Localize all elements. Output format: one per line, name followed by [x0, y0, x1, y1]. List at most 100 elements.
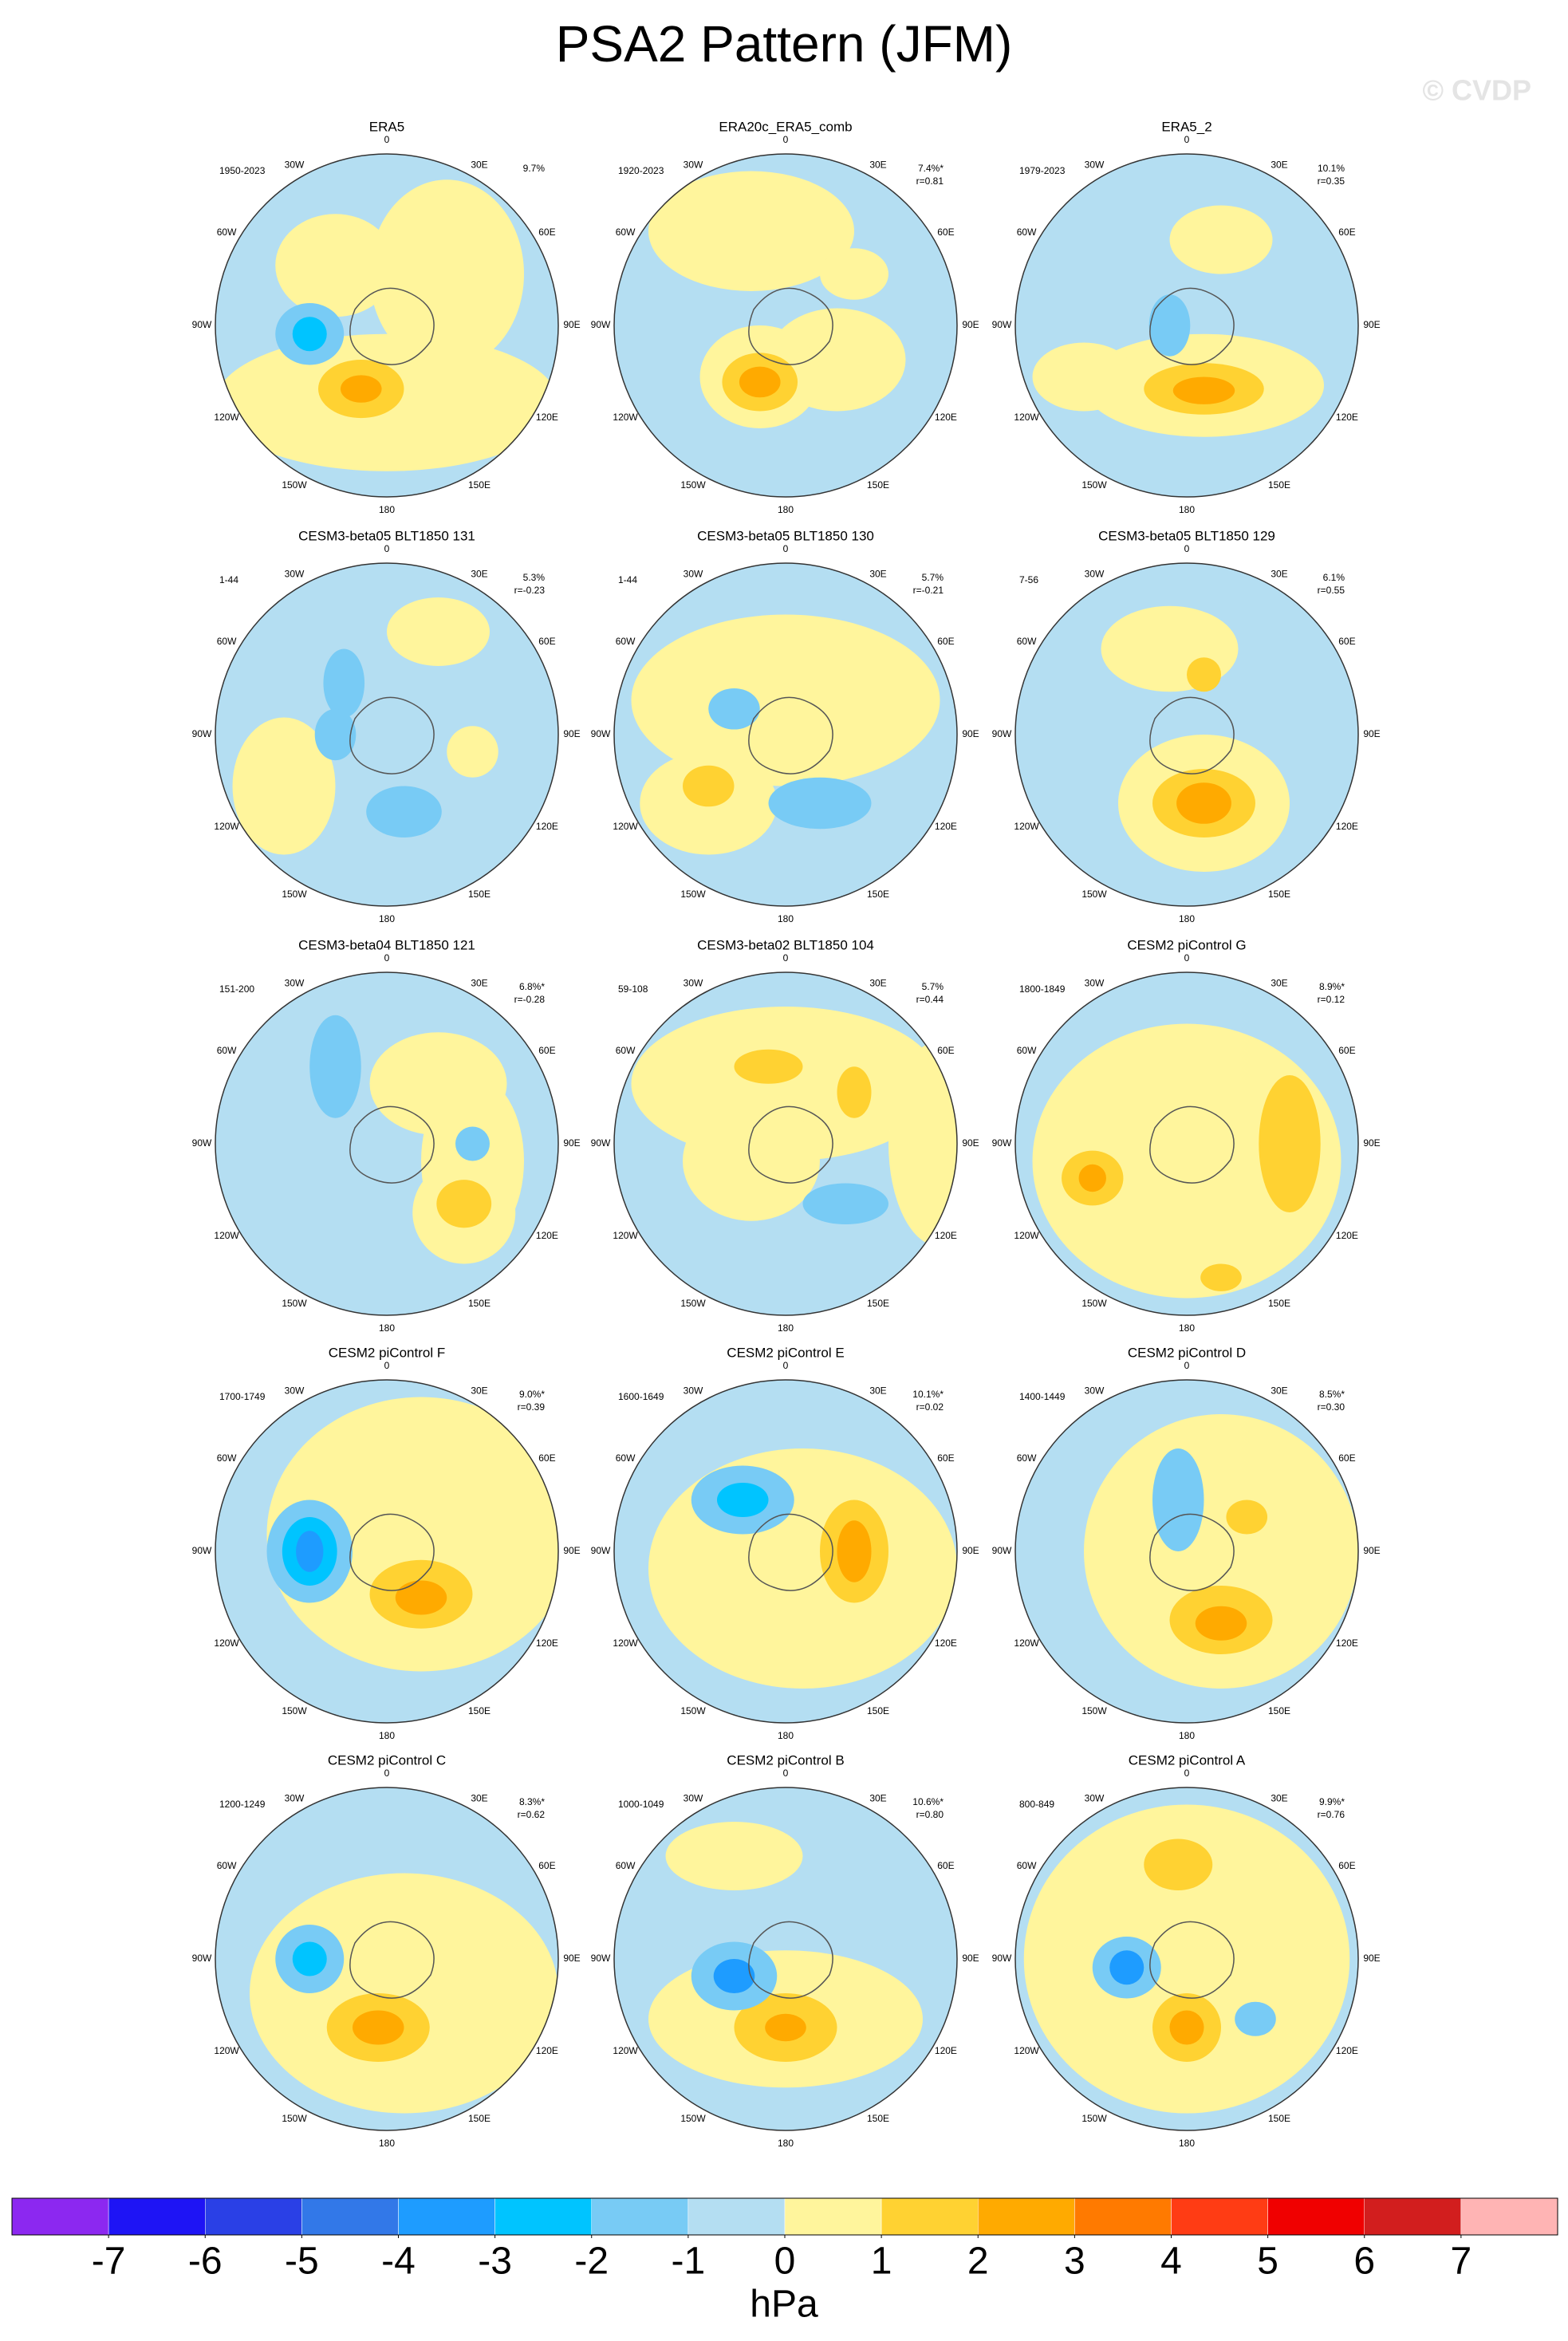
- period: 59-108: [618, 983, 648, 995]
- map-panel: 0 30E 60E 90E 120E 150E 180 150W 120W 90W 60W 30W ER…: [591, 119, 979, 515]
- lon-label: 150W: [282, 2113, 307, 2124]
- lon-label: 150W: [1081, 2113, 1107, 2124]
- correlation: r=0.30: [1318, 1401, 1345, 1413]
- contour-region: [648, 1448, 957, 1689]
- colorbar-label: 1: [871, 2241, 892, 2283]
- correlation: r=-0.23: [514, 585, 546, 596]
- lon-label: 60W: [217, 1860, 237, 1871]
- lon-label: 90W: [992, 319, 1012, 330]
- colorbar-label: 6: [1353, 2241, 1375, 2283]
- antarctica-coast: [1149, 1921, 1235, 1999]
- contour-region: [1084, 1414, 1358, 1689]
- panel-title: CESM3-beta02 BLT1850 104: [697, 937, 874, 952]
- lon-label: 150E: [867, 889, 889, 900]
- lon-label: 150E: [468, 479, 490, 491]
- lon-label: 120W: [613, 1230, 638, 1241]
- lon-label: 30E: [1271, 1385, 1287, 1396]
- map-border: [613, 153, 958, 498]
- contour-region: [888, 1041, 957, 1247]
- contour-region: [1172, 376, 1235, 404]
- contour-region: [739, 366, 781, 398]
- lon-label: 90W: [591, 728, 611, 739]
- lon-label: 90E: [563, 728, 580, 739]
- lon-label: 150E: [468, 1705, 490, 1716]
- lon-label: 60E: [538, 636, 555, 647]
- contour-region: [708, 688, 760, 730]
- lon-label: 30E: [471, 568, 487, 579]
- lon-label: 120W: [214, 821, 239, 832]
- lon-label: 60W: [616, 227, 636, 238]
- lon-label: 60E: [538, 1045, 555, 1056]
- lon-label: 150W: [282, 889, 307, 900]
- correlation: r=0.39: [518, 1401, 546, 1413]
- antarctica-coast: [349, 1513, 435, 1591]
- lon-label: 150W: [680, 1298, 706, 1309]
- variance: 9.0%*: [519, 1389, 545, 1400]
- contour-region: [296, 1531, 324, 1572]
- lon-label: 30W: [1085, 1385, 1105, 1396]
- colorbar-box: [1171, 2197, 1268, 2236]
- antarctica-coast: [349, 696, 435, 774]
- lon-label: 150W: [1081, 1705, 1107, 1716]
- variance: 10.1%: [1318, 163, 1345, 174]
- lon-label: 180: [379, 1322, 395, 1334]
- contour-region: [395, 1580, 447, 1615]
- lon-label: 150W: [282, 479, 307, 491]
- map-border: [215, 153, 559, 498]
- map-panel: 0 30E 60E 90E 120E 150E 180 150W 120W 90W 60W 30W CE…: [992, 1752, 1381, 2149]
- lon-label: 90W: [192, 319, 212, 330]
- contour-region: [266, 1397, 558, 1672]
- variance: 8.9%*: [1319, 981, 1345, 992]
- contour-region: [340, 375, 382, 403]
- colorbar-label: 4: [1160, 2241, 1182, 2283]
- colorbar-label: 2: [967, 2241, 989, 2283]
- lon-label: 180: [778, 1322, 794, 1334]
- map-field: [1015, 1787, 1358, 2130]
- map-field: [614, 1380, 957, 1723]
- colorbar-label: -3: [478, 2241, 512, 2283]
- map-field: [215, 563, 558, 906]
- map-border: [613, 562, 958, 907]
- map-panel: 0 30E 60E 90E 120E 150E 180 150W 120W 90W 60W 30W CE…: [192, 1345, 581, 1741]
- period: 1979-2023: [1019, 165, 1066, 176]
- contour-region: [436, 1180, 492, 1228]
- lon-label: 30E: [1271, 159, 1287, 170]
- contour-region: [1169, 2010, 1204, 2045]
- lon-label: 30E: [471, 1792, 487, 1803]
- lon-label: 30E: [869, 1792, 886, 1803]
- lon-label: 60W: [217, 636, 237, 647]
- map-panel: 0 30E 60E 90E 120E 150E 180 150W 120W 90W 60W 30W CE…: [591, 937, 979, 1334]
- lon-label: 60E: [538, 1452, 555, 1464]
- lon-label: 60W: [1017, 1452, 1037, 1464]
- lon-label: 150E: [867, 479, 889, 491]
- lon-label: 180: [778, 2138, 794, 2149]
- colorbar-box: [978, 2197, 1075, 2236]
- contour-region: [309, 1015, 361, 1118]
- correlation: r=0.12: [1318, 994, 1345, 1005]
- lon-label: 150W: [680, 1705, 706, 1716]
- lon-label: 30W: [684, 159, 703, 170]
- lon-label: 30W: [285, 568, 305, 579]
- map-field: [215, 154, 558, 497]
- lon-label: 120W: [214, 1230, 239, 1241]
- lon-label: 90W: [192, 728, 212, 739]
- antarctica-coast: [1149, 696, 1235, 774]
- lon-label: 60E: [937, 227, 954, 238]
- lon-label: 150E: [1268, 2113, 1290, 2124]
- map-field: [215, 1380, 558, 1723]
- contour-region: [837, 1066, 872, 1118]
- contour-region: [734, 1049, 803, 1084]
- lon-label: 150W: [282, 1298, 307, 1309]
- lon-label: 150E: [468, 889, 490, 900]
- colorbar-label: 7: [1451, 2241, 1472, 2283]
- lon-label: 60W: [616, 1860, 636, 1871]
- variance: 8.5%*: [1319, 1389, 1345, 1400]
- contour-region: [1169, 205, 1273, 274]
- contour-region: [802, 1183, 888, 1225]
- lon-label: 0: [1184, 134, 1190, 145]
- panel-title: ERA20c_ERA5_comb: [719, 119, 852, 134]
- panel-title: CESM2 piControl E: [727, 1345, 844, 1360]
- variance: 10.1%*: [912, 1389, 944, 1400]
- colorbar-label: -7: [92, 2241, 126, 2283]
- lon-label: 60W: [1017, 227, 1037, 238]
